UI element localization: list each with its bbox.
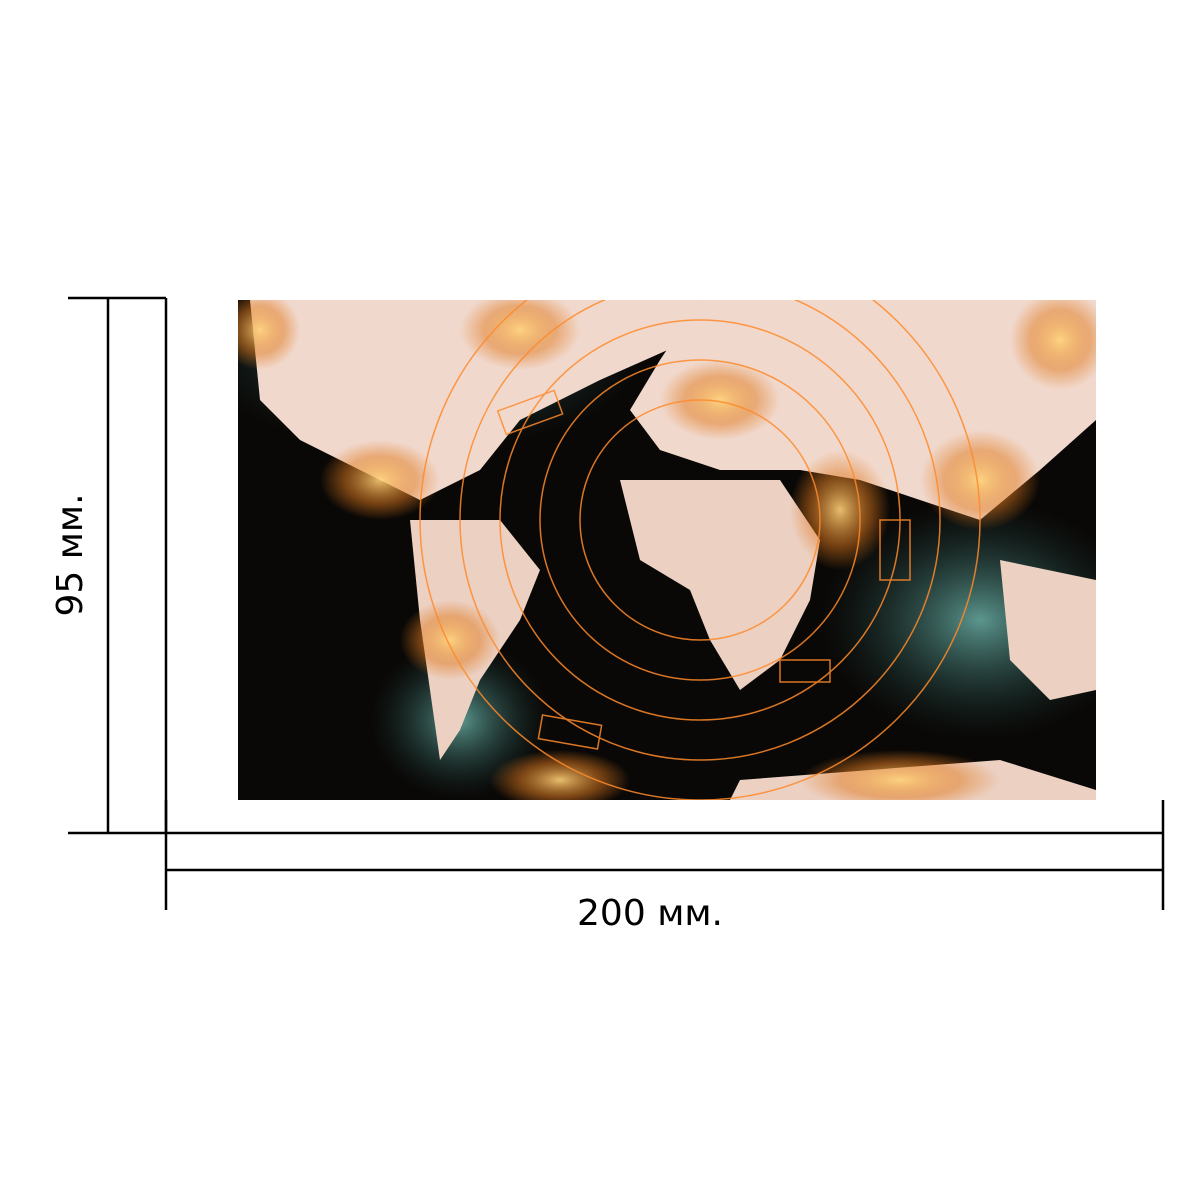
width-label: 200 мм. <box>577 893 723 934</box>
product-image <box>238 300 1096 800</box>
dimension-lines <box>68 296 1165 910</box>
height-label: 95 мм. <box>50 493 91 616</box>
